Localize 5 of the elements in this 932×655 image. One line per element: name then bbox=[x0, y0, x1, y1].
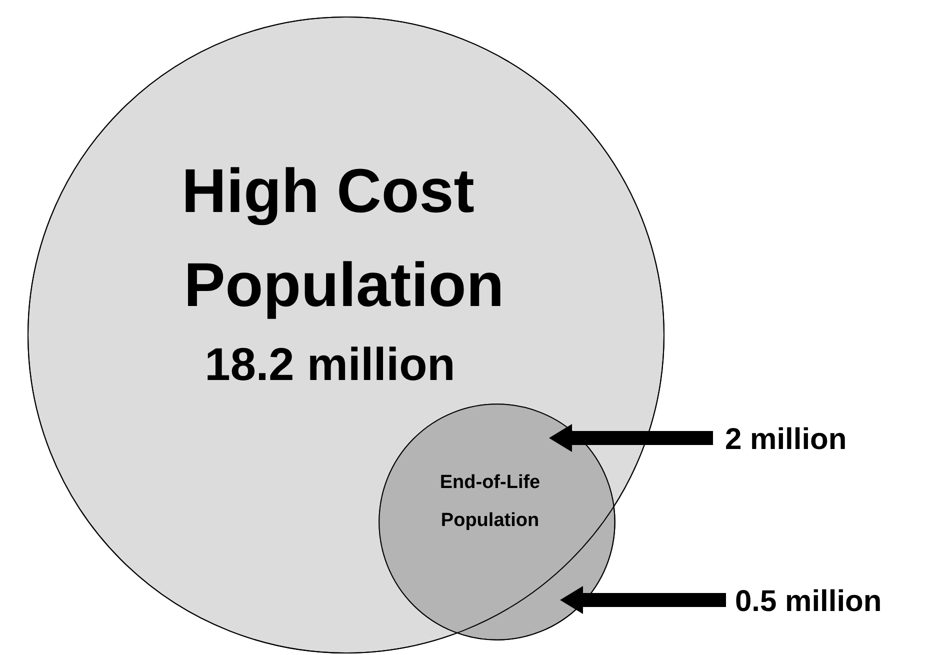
data-label: 2 million bbox=[725, 423, 847, 456]
category-label: High Cost Population bbox=[182, 157, 504, 320]
data-label: 18.2 million bbox=[204, 338, 456, 390]
category-label: End-of-Life Population bbox=[440, 472, 540, 531]
data-label: 0.5 million bbox=[735, 585, 882, 618]
